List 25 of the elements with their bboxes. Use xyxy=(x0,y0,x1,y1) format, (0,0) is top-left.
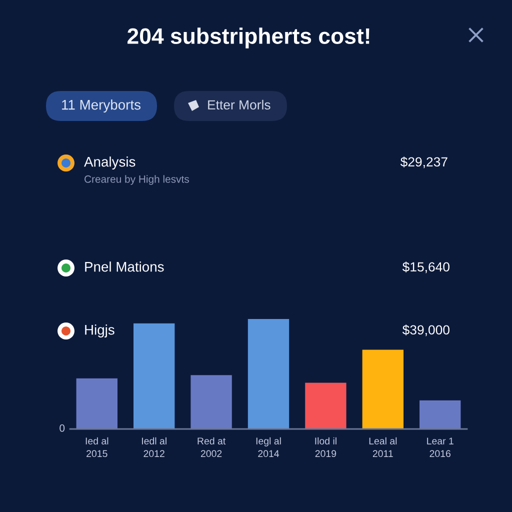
x-tick-label: Iegl al 2014 xyxy=(256,437,281,458)
chart-title: 204 substripherts cost! xyxy=(128,28,370,48)
bar xyxy=(76,378,118,429)
x-tick-label: Iedl al 2012 xyxy=(142,437,166,458)
x-tick-label: Ilod il 2019 xyxy=(315,437,336,458)
text: 11 Meryborts xyxy=(62,100,141,112)
bar xyxy=(248,319,290,429)
bar xyxy=(305,382,346,429)
text: Analysis xyxy=(84,156,136,170)
bar xyxy=(133,323,175,429)
text: 0 xyxy=(60,424,65,432)
x-tick-label: Lear 1 2016 xyxy=(427,438,454,458)
bar xyxy=(190,375,232,429)
text: Etter Morls xyxy=(208,100,270,110)
annotation: Higjs xyxy=(85,324,114,338)
text: Creareu by High lesvts xyxy=(84,175,189,185)
annotation: $39,000 xyxy=(402,324,450,336)
x-tick-label: Ied al 2015 xyxy=(86,437,108,458)
text: Pnel Mations xyxy=(85,262,164,272)
text: $15,640 xyxy=(402,262,450,274)
bar xyxy=(362,350,404,429)
x-tick-label: Red at 2002 xyxy=(198,437,226,458)
text: $29,237 xyxy=(400,156,448,168)
x-tick-label: Leal al 2011 xyxy=(369,437,397,458)
bar xyxy=(420,400,461,429)
